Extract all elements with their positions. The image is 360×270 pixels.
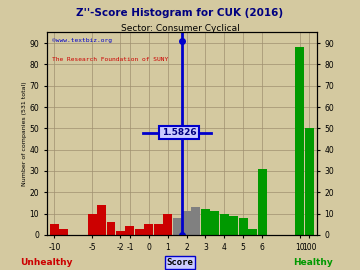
Text: The Research Foundation of SUNY: The Research Foundation of SUNY <box>52 57 168 62</box>
Bar <box>210 211 219 235</box>
Bar <box>248 228 257 235</box>
Text: Score: Score <box>167 258 193 267</box>
Bar <box>107 222 116 235</box>
Bar <box>50 224 59 235</box>
Bar <box>201 209 210 235</box>
Bar <box>172 218 181 235</box>
Text: ©www.textbiz.org: ©www.textbiz.org <box>52 39 112 43</box>
Text: Sector: Consumer Cyclical: Sector: Consumer Cyclical <box>121 24 239 33</box>
Text: Z''-Score Histogram for CUK (2016): Z''-Score Histogram for CUK (2016) <box>76 8 284 18</box>
Bar <box>192 207 201 235</box>
Bar <box>59 228 68 235</box>
Text: 1.5826: 1.5826 <box>162 128 196 137</box>
Bar <box>239 218 248 235</box>
Bar <box>144 224 153 235</box>
Bar <box>154 224 163 235</box>
Bar <box>125 226 134 235</box>
Bar <box>295 47 304 235</box>
Y-axis label: Number of companies (531 total): Number of companies (531 total) <box>22 81 27 186</box>
Text: Unhealthy: Unhealthy <box>21 258 73 267</box>
Bar <box>97 205 106 235</box>
Bar <box>116 231 125 235</box>
Text: Healthy: Healthy <box>293 258 333 267</box>
Bar <box>257 169 266 235</box>
Bar <box>163 214 172 235</box>
Bar <box>87 214 96 235</box>
Bar <box>229 216 238 235</box>
Bar <box>220 214 229 235</box>
Bar <box>182 211 191 235</box>
Bar <box>135 228 144 235</box>
Bar <box>305 128 314 235</box>
